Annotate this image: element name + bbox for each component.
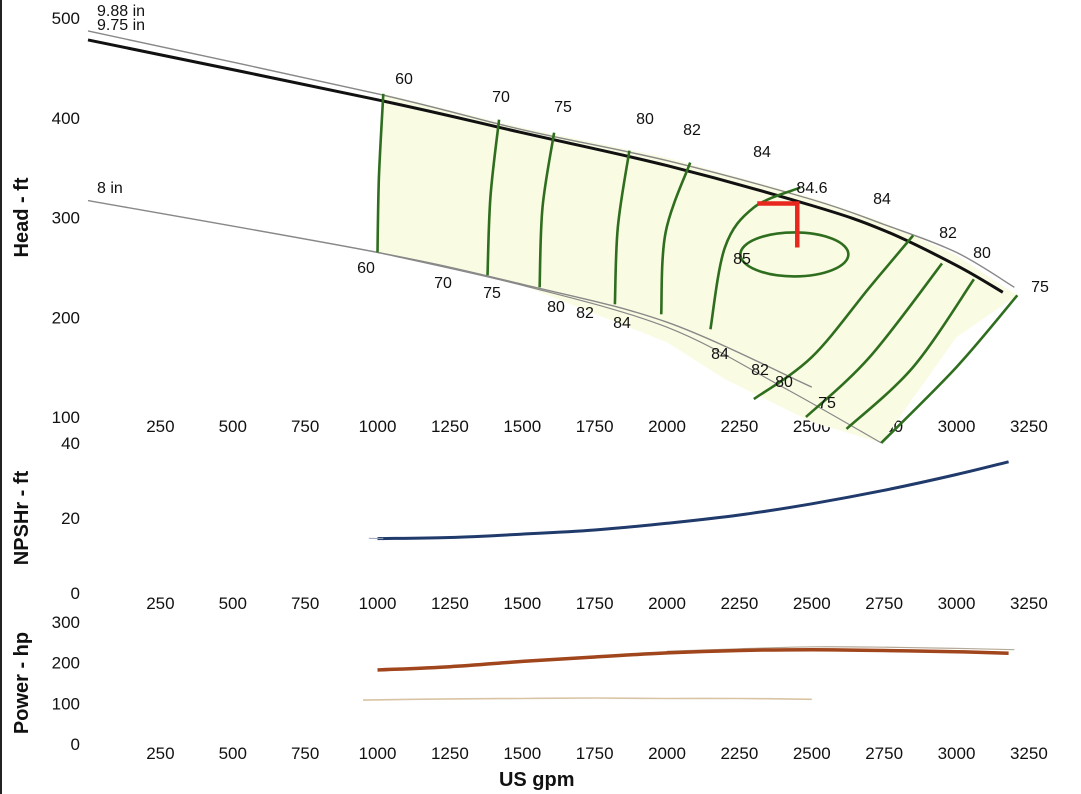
efficiency-label: 70	[492, 89, 510, 106]
x-tick-label: 500	[219, 744, 247, 763]
x-tick-label: 3250	[1010, 744, 1048, 763]
efficiency-label: 75	[554, 99, 572, 116]
y-tick-label: 300	[52, 209, 80, 228]
efficiency-contour	[753, 234, 915, 401]
y-tick-label: 0	[71, 735, 80, 754]
x-tick-label: 1250	[431, 744, 469, 763]
efficiency-contour	[709, 186, 801, 330]
y-tick-label: 100	[52, 694, 80, 713]
curve-label-9-88-in: 9.88 in	[97, 3, 145, 20]
head-curve-8-in	[87, 199, 813, 388]
y-tick-label: 300	[52, 613, 80, 632]
x-tick-label: 2000	[648, 417, 686, 436]
bep-marker	[757, 201, 800, 248]
efficiency-label: 75	[483, 285, 501, 302]
x-tick-label: 500	[219, 594, 247, 613]
efficiency-label: 82	[939, 225, 957, 242]
x-tick-label: 2750	[865, 744, 903, 763]
x-tick-label: 1750	[576, 744, 614, 763]
efficiency-contour	[376, 93, 385, 253]
x-tick-label: 2750	[865, 594, 903, 613]
x-tick-label: 750	[291, 744, 319, 763]
x-tick-label: 250	[146, 417, 174, 436]
x-tick-label: 3000	[938, 594, 976, 613]
x-tick-label: 3000	[938, 417, 976, 436]
y-tick-label: 20	[61, 509, 80, 528]
x-tick-label: 3250	[1010, 417, 1048, 436]
x-tick-label: 500	[219, 417, 247, 436]
x-tick-label: 750	[291, 417, 319, 436]
efficiency-contour	[659, 162, 692, 315]
y-tick-label: 400	[52, 109, 80, 128]
efficiency-label: 84	[753, 144, 771, 161]
x-tick-label: 1000	[359, 417, 397, 436]
efficiency-contour	[880, 294, 1019, 444]
x-tick-label: 1500	[503, 417, 541, 436]
x-tick-label: 2250	[720, 594, 758, 613]
y-tick-label: 200	[52, 654, 80, 673]
region-lower-boundary	[377, 251, 882, 444]
x-tick-label: 2000	[648, 744, 686, 763]
y-tick-label: 500	[52, 9, 80, 28]
efficiency-contour	[538, 132, 556, 288]
efficiency-contour	[613, 150, 631, 305]
x-tick-label: 2250	[720, 417, 758, 436]
efficiency-label: 80	[636, 111, 654, 128]
efficiency-label: 84	[873, 191, 891, 208]
x-tick-label: 2500	[793, 594, 831, 613]
curve-label-8-in: 8 in	[97, 180, 123, 197]
efficiency-label: 82	[751, 362, 769, 379]
efficiency-label: 84.6	[796, 180, 827, 197]
y-axis-title: NPSHr - ft	[11, 470, 33, 565]
x-tick-label: 250	[146, 594, 174, 613]
x-tick-label: 1250	[431, 417, 469, 436]
x-tick-label: 1750	[576, 417, 614, 436]
x-tick-label: 1000	[359, 744, 397, 763]
x-axis-title: US gpm	[499, 769, 575, 791]
efficiency-label: 70	[434, 275, 452, 292]
power-curve-8-in	[363, 697, 812, 701]
curve-label-9-75-in: 9.75 in	[97, 17, 145, 34]
efficiency-label: 75	[818, 395, 836, 412]
efficiency-label: 84	[711, 346, 729, 363]
npshr-curve	[377, 460, 1009, 541]
efficiency-label: 82	[683, 122, 701, 139]
efficiency-label: 80	[547, 299, 565, 316]
y-tick-label: 200	[52, 308, 80, 327]
efficiency-label: 60	[357, 260, 375, 277]
x-tick-label: 750	[291, 594, 319, 613]
efficiency-contour-85	[739, 231, 850, 278]
efficiency-label: 80	[775, 374, 793, 391]
x-tick-label: 1500	[503, 594, 541, 613]
x-tick-label: 3250	[1010, 594, 1048, 613]
operating-region	[377, 93, 1018, 443]
efficiency-contour	[486, 119, 501, 276]
x-tick-label: 2250	[720, 744, 758, 763]
efficiency-label: 75	[1031, 279, 1049, 296]
head-curve-9-75-in	[87, 38, 1004, 294]
x-tick-label: 1500	[503, 744, 541, 763]
efficiency-contour	[805, 262, 944, 418]
x-tick-label: 1000	[359, 594, 397, 613]
power-curve-9-75-in	[377, 647, 1009, 672]
head-curve-9-88-in	[87, 30, 1015, 288]
efficiency-label: 85	[733, 251, 751, 268]
y-tick-label: 40	[61, 434, 80, 453]
x-tick-label: 250	[146, 744, 174, 763]
y-tick-label: 100	[52, 408, 80, 427]
y-axis-title: Head - ft	[11, 177, 33, 257]
efficiency-label: 82	[576, 305, 594, 322]
y-axis-title: Power - hp	[11, 632, 33, 734]
x-tick-label: 2500	[793, 744, 831, 763]
efficiency-label: 80	[973, 245, 991, 262]
x-tick-label: 1750	[576, 594, 614, 613]
efficiency-label: 60	[395, 71, 413, 88]
efficiency-contour	[845, 278, 975, 430]
x-tick-label: 2000	[648, 594, 686, 613]
y-tick-label: 0	[71, 584, 80, 603]
x-tick-label: 1250	[431, 594, 469, 613]
x-tick-label: 3000	[938, 744, 976, 763]
efficiency-label: 84	[613, 315, 631, 332]
